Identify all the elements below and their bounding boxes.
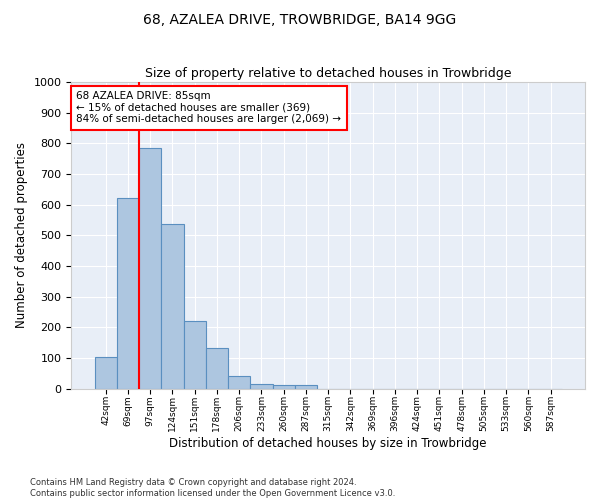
Text: 68 AZALEA DRIVE: 85sqm
← 15% of detached houses are smaller (369)
84% of semi-de: 68 AZALEA DRIVE: 85sqm ← 15% of detached… [76, 92, 341, 124]
Bar [184, 320, 206, 389]
Title: Size of property relative to detached houses in Trowbridge: Size of property relative to detached ho… [145, 66, 511, 80]
Text: 68, AZALEA DRIVE, TROWBRIDGE, BA14 9GG: 68, AZALEA DRIVE, TROWBRIDGE, BA14 9GG [143, 12, 457, 26]
X-axis label: Distribution of detached houses by size in Trowbridge: Distribution of detached houses by size … [169, 437, 487, 450]
Bar [117, 198, 139, 389]
Bar [228, 376, 250, 389]
Bar [295, 386, 317, 389]
Text: Contains HM Land Registry data © Crown copyright and database right 2024.
Contai: Contains HM Land Registry data © Crown c… [30, 478, 395, 498]
Bar [250, 384, 272, 389]
Bar [272, 385, 295, 389]
Bar [139, 148, 161, 389]
Y-axis label: Number of detached properties: Number of detached properties [15, 142, 28, 328]
Bar [95, 357, 117, 389]
Bar [206, 348, 228, 389]
Bar [161, 224, 184, 389]
